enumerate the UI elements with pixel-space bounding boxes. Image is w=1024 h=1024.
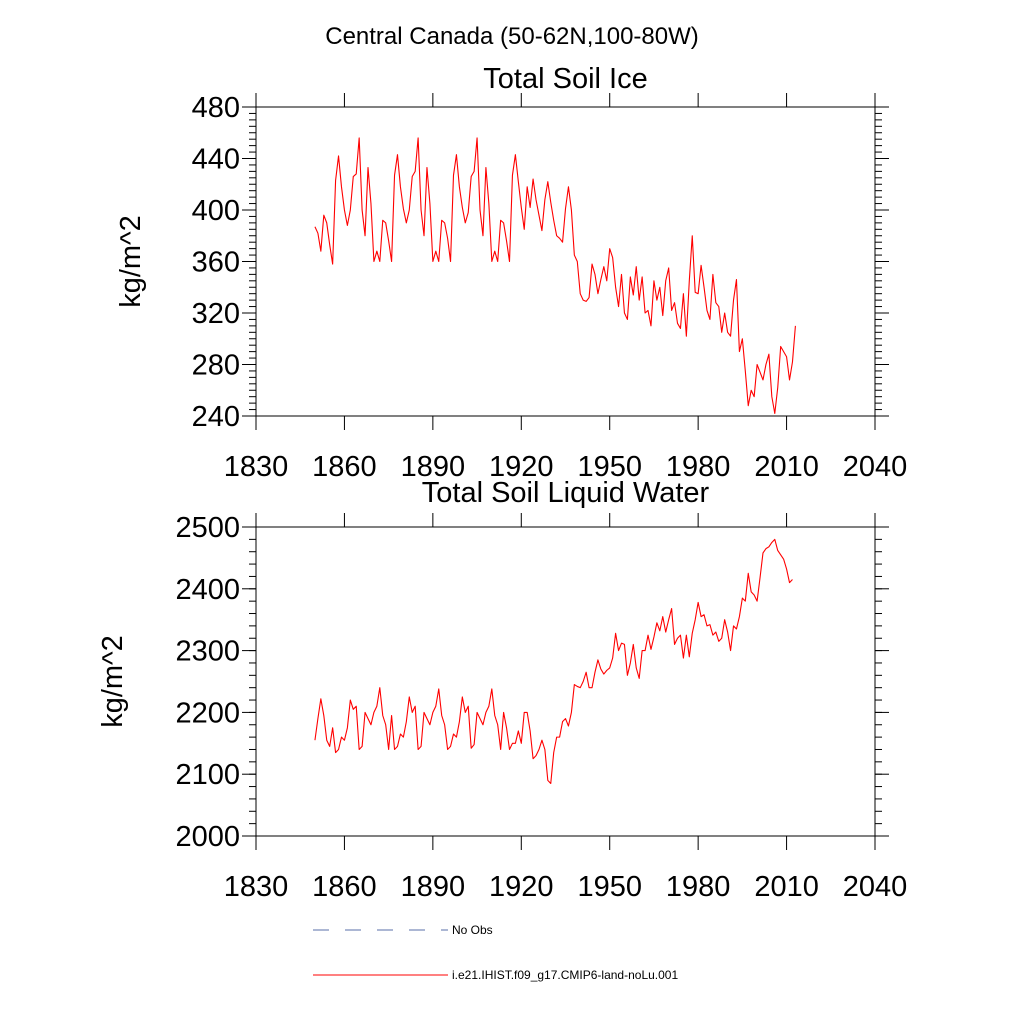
soil-liquid-water-plot-frame bbox=[255, 526, 876, 837]
soil-ice-y-tick-label: 400 bbox=[192, 195, 240, 227]
soil-liquid-water-x-tick-label: 1950 bbox=[577, 871, 642, 903]
soil-liquid-water-title: Total Soil Liquid Water bbox=[422, 477, 710, 509]
soil-liquid-water-series-line bbox=[314, 538, 793, 785]
soil-liquid-water-y-tick-label: 2100 bbox=[175, 759, 240, 791]
soil-ice-x-tick-label: 1980 bbox=[666, 451, 731, 483]
soil-ice-x-tick-label: 1860 bbox=[312, 451, 377, 483]
soil-liquid-water-y-axis-label: kg/m^2 bbox=[97, 635, 129, 728]
soil-ice-series-line bbox=[314, 137, 796, 414]
soil-ice-x-tick-label: 1950 bbox=[577, 451, 642, 483]
soil-ice-x-tick-label: 1890 bbox=[401, 451, 466, 483]
soil-ice-y-tick-label: 320 bbox=[192, 298, 240, 330]
soil-liquid-water-x-tick-label: 1860 bbox=[312, 871, 377, 903]
soil-ice-x-tick-label: 2010 bbox=[754, 451, 819, 483]
soil-ice-y-axis-label: kg/m^2 bbox=[115, 215, 147, 308]
soil-liquid-water-y-tick-label: 2300 bbox=[175, 636, 240, 668]
soil-liquid-water-y-tick-label: 2400 bbox=[175, 574, 240, 606]
soil-liquid-water-x-tick-label: 1920 bbox=[489, 871, 554, 903]
soil-liquid-water-x-tick-label: 2040 bbox=[843, 871, 908, 903]
soil-liquid-water-y-tick-label: 2200 bbox=[175, 697, 240, 729]
page-title: Central Canada (50-62N,100-80W) bbox=[325, 23, 699, 50]
soil-liquid-water-x-tick-label: 1890 bbox=[401, 871, 466, 903]
soil-ice-x-tick-label: 1920 bbox=[489, 451, 554, 483]
legend-model-label: i.e21.IHIST.f09_g17.CMIP6-land-noLu.001 bbox=[452, 968, 678, 982]
soil-ice-title: Total Soil Ice bbox=[483, 63, 647, 95]
soil-ice-panel: Total Soil Ice kg/m^2 1830 1860 1890 1920 1950… bbox=[115, 63, 907, 483]
soil-ice-x-tick-label: 1830 bbox=[224, 451, 289, 483]
soil-ice-x-tick-label: 2040 bbox=[843, 451, 908, 483]
soil-ice-y-tick-label: 440 bbox=[192, 144, 240, 176]
soil-liquid-water-x-tick-label: 2010 bbox=[754, 871, 819, 903]
soil-liquid-water-x-tick-label: 1830 bbox=[224, 871, 289, 903]
soil-ice-plot-frame bbox=[255, 106, 876, 417]
soil-liquid-water-panel: Total Soil Liquid Water kg/m^2 1830 1860 189… bbox=[97, 477, 907, 903]
soil-ice-y-tick-label: 480 bbox=[192, 92, 240, 124]
soil-ice-y-tick-label: 240 bbox=[192, 401, 240, 433]
soil-liquid-water-y-tick-label: 2500 bbox=[175, 512, 240, 544]
legend-obs-label: No Obs bbox=[452, 923, 493, 937]
soil-liquid-water-y-tick-label: 2000 bbox=[175, 821, 240, 853]
soil-liquid-water-x-tick-label: 1980 bbox=[666, 871, 731, 903]
soil-ice-y-tick-label: 280 bbox=[192, 350, 240, 382]
legend: No Obs i.e21.IHIST.f09_g17.CMIP6-land-no… bbox=[313, 923, 678, 982]
soil-ice-y-tick-label: 360 bbox=[192, 247, 240, 279]
